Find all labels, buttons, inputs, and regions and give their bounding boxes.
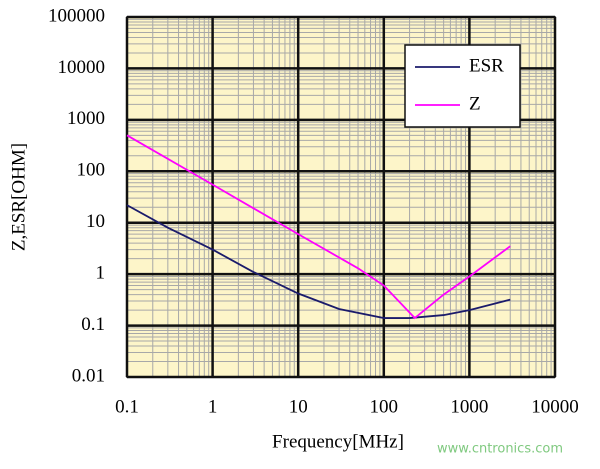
y-tick-label: 10000 bbox=[58, 57, 106, 78]
y-tick-label: 0.1 bbox=[81, 314, 105, 335]
x-tick-label: 0.1 bbox=[115, 396, 139, 417]
x-tick-label: 1000 bbox=[450, 396, 488, 417]
y-axis-label: Z,ESR[OHM] bbox=[8, 143, 29, 251]
y-tick-label: 100000 bbox=[48, 5, 105, 26]
x-tick-label: 1 bbox=[208, 396, 218, 417]
x-tick-label: 100 bbox=[370, 396, 399, 417]
line bbox=[126, 134, 511, 320]
x-tick-label: 10 bbox=[289, 396, 308, 417]
x-axis-label: Frequency[MHz] bbox=[272, 431, 404, 452]
plot-frame bbox=[126, 16, 556, 378]
y-tick-label: 0.01 bbox=[72, 365, 105, 386]
legend-box bbox=[404, 44, 521, 128]
line bbox=[126, 204, 511, 319]
y-tick-label: 10 bbox=[86, 211, 105, 232]
legend: ESR Z bbox=[404, 44, 521, 128]
watermark: www.cntronics.com bbox=[437, 442, 563, 457]
y-tick-label: 100 bbox=[77, 160, 106, 181]
x-tick-label: 10000 bbox=[531, 396, 579, 417]
y-tick-label: 1000 bbox=[67, 108, 105, 129]
legend-label: ESR bbox=[469, 55, 504, 76]
legend-label: Z bbox=[469, 93, 481, 114]
y-tick-label: 1 bbox=[96, 263, 106, 284]
